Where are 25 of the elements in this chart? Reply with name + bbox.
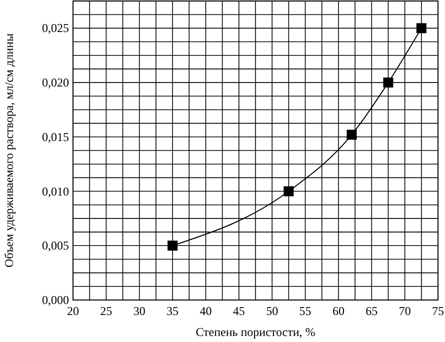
x-tick-label: 60 [332, 304, 344, 318]
point [416, 23, 426, 34]
x-tick-label: 65 [366, 304, 378, 318]
y-tick-label: 0,000 [42, 293, 69, 307]
x-tick-label: 70 [398, 304, 411, 318]
point [383, 78, 394, 88]
x-tick-label: 55 [299, 304, 312, 318]
point [168, 240, 178, 251]
x-tick-label: 45 [232, 304, 245, 318]
x-tick-label: 75 [432, 304, 444, 318]
point [346, 130, 357, 140]
y-axis-title: Объем удерживаемого раствора, мл/см длины [2, 33, 16, 268]
x-tick-label: 20 [67, 304, 79, 318]
y-tick-label: 0,015 [42, 130, 69, 144]
x-tick-label: 35 [166, 304, 179, 318]
x-axis-title: Степень пористости, % [196, 325, 316, 339]
x-tick-label: 25 [100, 304, 112, 318]
x-tick-label: 50 [266, 304, 278, 318]
y-tick-label: 0,020 [42, 76, 69, 90]
x-tick-label: 40 [200, 304, 212, 318]
y-tick-label: 0,010 [42, 184, 69, 198]
x-tick-label: 30 [133, 304, 146, 318]
point [284, 186, 294, 196]
y-tick-label: 0,025 [42, 21, 69, 36]
y-tick-label: 0,005 [42, 238, 69, 253]
